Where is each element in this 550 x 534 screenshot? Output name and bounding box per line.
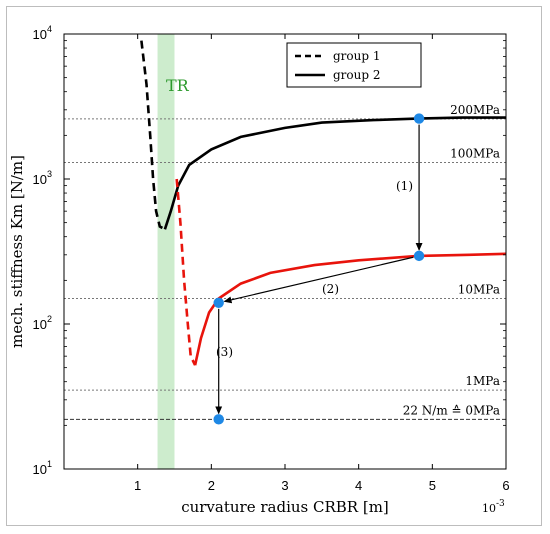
- y-tick-label: 102: [33, 314, 52, 332]
- x-tick-label: 1: [134, 478, 141, 493]
- data-marker: [413, 113, 425, 124]
- arrow-label: (1): [396, 179, 413, 193]
- arrow-label: (2): [322, 282, 339, 296]
- series-1-dashed-segment: [140, 40, 166, 231]
- y-tick-base: 10: [33, 462, 47, 477]
- y-tick-label: 104: [33, 24, 52, 42]
- series-2-solid-segment: [193, 252, 507, 366]
- y-tick-base: 10: [33, 317, 47, 332]
- y-tick-exponent: 4: [47, 24, 52, 34]
- x-tick-label: 2: [208, 478, 215, 493]
- x-tick-label: 6: [502, 478, 509, 493]
- legend-label: group 1: [333, 49, 381, 63]
- y-axis-label: mech. stiffness Km [N/m]: [8, 155, 26, 348]
- reference-line-label: 22 N/m ≙ 0MPa: [403, 403, 500, 417]
- y-tick-label: 101: [33, 459, 52, 477]
- reference-line-label: 1MPa: [465, 374, 500, 388]
- reference-line-label: 10MPa: [458, 282, 500, 296]
- transition-arrow: [223, 256, 414, 304]
- y-tick-exponent: 1: [47, 459, 52, 469]
- y-tick-exponent: 2: [47, 314, 52, 324]
- data-marker: [413, 250, 425, 262]
- reference-line-label: 100MPa: [450, 146, 500, 160]
- data-marker: [213, 414, 224, 425]
- y-tick-base: 10: [33, 172, 47, 187]
- reference-line-label: 200MPa: [450, 103, 500, 117]
- legend-box: [286, 42, 422, 88]
- x-axis-multiplier: 10-3: [482, 499, 505, 515]
- y-tick-exponent: 3: [47, 169, 52, 179]
- x-tick-label: 3: [281, 478, 288, 493]
- arrow-label: (3): [216, 345, 233, 359]
- tr-band: [157, 34, 175, 469]
- tr-band-label: TR: [166, 76, 190, 95]
- x-axis-label: curvature radius CRBR [m]: [181, 498, 389, 516]
- x-tick-label: 4: [355, 478, 362, 493]
- y-tick-base: 10: [33, 27, 47, 42]
- chart-frame: [6, 6, 542, 526]
- data-marker: [213, 297, 224, 309]
- x-tick-label: 5: [429, 478, 436, 493]
- x-multiplier-exponent: -3: [496, 499, 505, 509]
- y-tick-label: 103: [33, 169, 52, 187]
- series-1-solid-segment: [163, 116, 506, 230]
- legend-label: group 2: [333, 68, 381, 82]
- series-2-dashed-segment: [175, 178, 197, 366]
- x-multiplier-base: 10: [482, 502, 496, 515]
